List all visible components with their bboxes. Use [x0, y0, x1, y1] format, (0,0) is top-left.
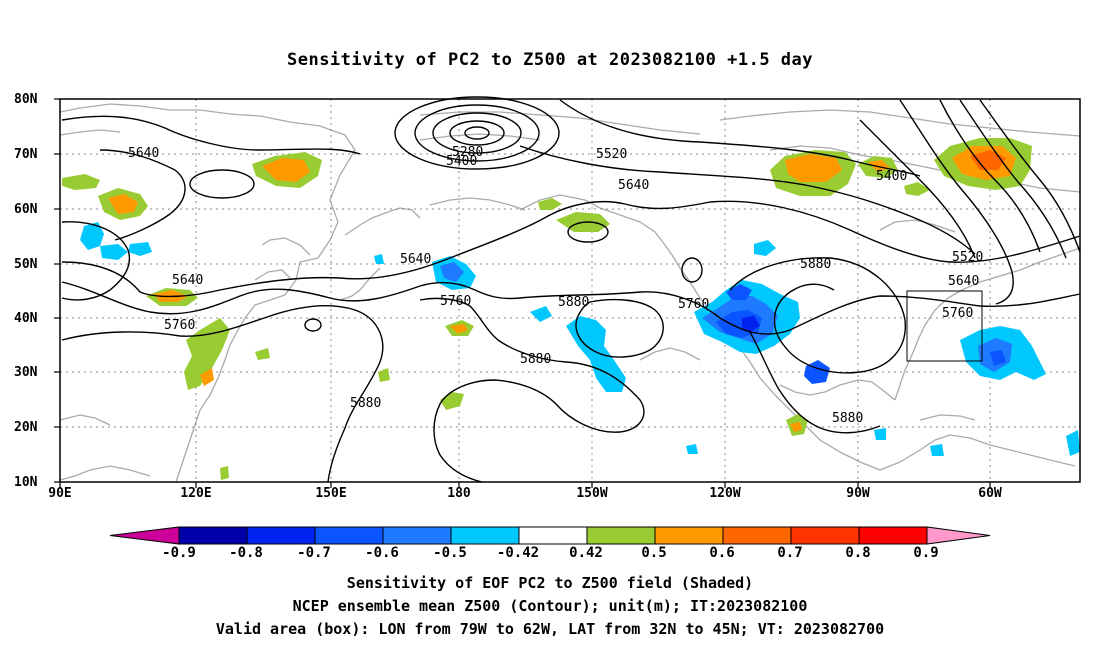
contour-label: 5880 [520, 352, 551, 367]
contour-label: 5880 [800, 257, 831, 272]
contour-label: 5520 [596, 147, 627, 162]
lat-label: 70N [14, 147, 38, 162]
contour-label: 5400 [876, 169, 907, 184]
colorbar-label: -0.8 [229, 545, 263, 561]
contour-label: 5760 [942, 306, 973, 321]
lat-label: 80N [14, 92, 38, 107]
contour-label: 5760 [440, 294, 471, 309]
colorbar-label: 0.8 [845, 545, 871, 561]
gridlines [60, 99, 1080, 482]
colorbar-cell [382, 526, 452, 545]
contour-label: 5760 [678, 297, 709, 312]
contour-label: 5880 [558, 295, 589, 310]
contour-label: 5640 [948, 274, 979, 289]
colorbar-label: -0.7 [297, 545, 331, 561]
lat-label: 20N [14, 420, 38, 435]
colorbar-label: -0.9 [162, 545, 196, 561]
colorbar-cell [518, 526, 588, 545]
lat-label: 10N [14, 475, 38, 490]
colorbar-cell [450, 526, 520, 545]
caption-line-2: NCEP ensemble mean Z500 (Contour); unit(… [292, 597, 808, 615]
contour-label: 5520 [952, 250, 983, 265]
z500-contours [61, 96, 1081, 483]
colorbar-label: -0.42 [496, 545, 540, 561]
lon-label: 60W [978, 486, 1002, 501]
colorbar-cell [314, 526, 384, 545]
contour-label: 5640 [128, 146, 159, 161]
contour-label: 5640 [618, 178, 649, 193]
lon-label: 90E [48, 486, 72, 501]
colorbar-label: 0.42 [569, 545, 603, 561]
chart-title: Sensitivity of PC2 to Z500 at 2023082100… [286, 50, 813, 70]
lon-label: 120E [180, 486, 212, 501]
contour-label: 5400 [446, 154, 477, 169]
colorbar-cell [722, 526, 792, 545]
colorbar-cell [586, 526, 656, 545]
contour-label: 5640 [172, 273, 203, 288]
coastlines [59, 103, 1081, 483]
colorbar-label: -0.5 [433, 545, 467, 561]
lon-label: 150W [576, 486, 608, 501]
contour-label: 5280 [452, 145, 483, 160]
colorbar-label: 0.9 [913, 545, 939, 561]
colorbar-extend-high [926, 526, 991, 545]
contour-labels: 5640 5280 5400 5520 5640 5400 5640 5640 … [128, 145, 983, 426]
lon-label: 180 [447, 486, 471, 501]
contour-label: 5880 [832, 411, 863, 426]
contour-label: 5880 [350, 396, 381, 411]
colorbar-cell [858, 526, 928, 545]
colorbar-cell [790, 526, 860, 545]
contour-label: 5760 [164, 318, 195, 333]
colorbar-cell [178, 526, 248, 545]
lat-label: 50N [14, 257, 38, 272]
caption-line-3: Valid area (box): LON from 79W to 62W, L… [215, 620, 885, 638]
lon-label: 90W [846, 486, 870, 501]
colorbar-label: -0.6 [365, 545, 399, 561]
colorbar-label: 0.5 [641, 545, 667, 561]
lat-label: 60N [14, 202, 38, 217]
lon-label: 120W [709, 486, 741, 501]
colorbar-label: 0.6 [709, 545, 735, 561]
valid-area-box [906, 290, 983, 362]
colorbar-extend-low [109, 526, 180, 545]
colorbar-label: 0.7 [777, 545, 803, 561]
lat-label: 30N [14, 365, 38, 380]
contour-label: 5640 [400, 252, 431, 267]
colorbar-cell [246, 526, 316, 545]
lon-label: 150E [315, 486, 347, 501]
colorbar-cell [654, 526, 724, 545]
lat-label: 40N [14, 311, 38, 326]
caption-line-1: Sensitivity of EOF PC2 to Z500 field (Sh… [346, 574, 754, 592]
